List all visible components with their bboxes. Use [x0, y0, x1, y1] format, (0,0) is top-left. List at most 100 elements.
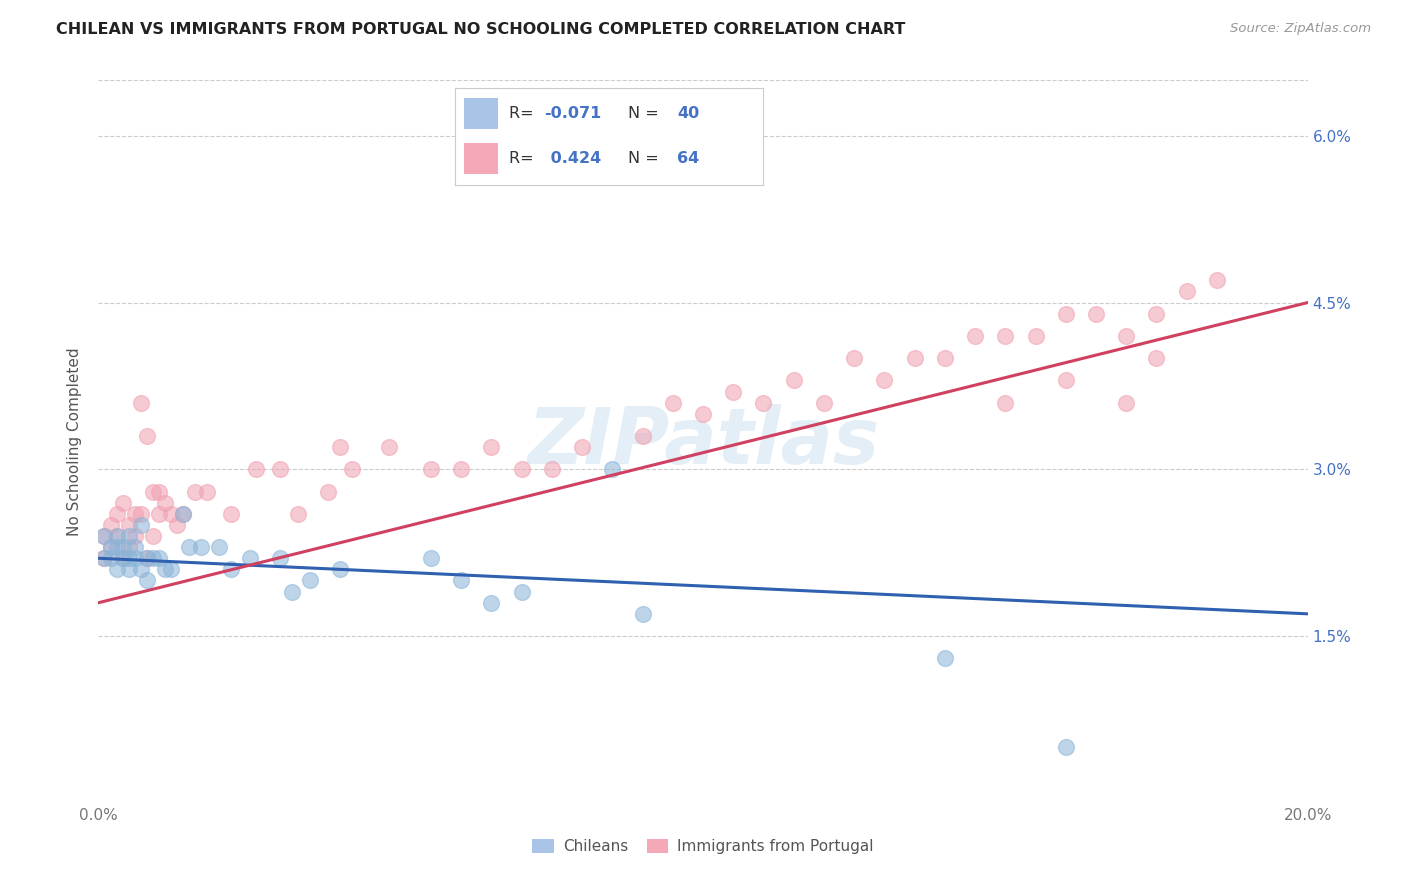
Point [994, 395, 1017, 409]
Point [994, 329, 1017, 343]
Point [813, 395, 835, 409]
Point [510, 462, 533, 476]
Point [1144, 307, 1167, 321]
Point [377, 440, 399, 454]
Point [342, 462, 364, 476]
Point [269, 462, 291, 476]
Point [844, 351, 866, 366]
Point [195, 484, 218, 499]
Point [100, 540, 122, 554]
Point [100, 540, 122, 554]
Point [631, 607, 654, 621]
Point [184, 484, 207, 499]
Point [129, 562, 152, 576]
Point [1144, 351, 1167, 366]
Point [510, 584, 533, 599]
Point [571, 440, 593, 454]
Point [135, 551, 157, 566]
Point [111, 540, 134, 554]
Point [124, 551, 146, 566]
Point [135, 551, 157, 566]
Point [281, 584, 304, 599]
Point [93, 529, 115, 543]
Point [239, 551, 262, 566]
Point [934, 651, 956, 665]
Point [934, 351, 956, 366]
Point [221, 507, 243, 521]
Point [172, 507, 194, 521]
Legend: Chileans, Immigrants from Portugal: Chileans, Immigrants from Portugal [526, 832, 880, 860]
Point [1206, 273, 1229, 287]
Point [1054, 740, 1077, 755]
Point [420, 462, 443, 476]
Point [602, 462, 624, 476]
Point [118, 562, 141, 576]
Point [118, 517, 141, 532]
Point [873, 373, 896, 387]
Point [329, 440, 352, 454]
Point [723, 384, 745, 399]
Text: Source: ZipAtlas.com: Source: ZipAtlas.com [1230, 22, 1371, 36]
Point [129, 395, 152, 409]
Point [153, 496, 176, 510]
Point [111, 496, 134, 510]
Y-axis label: No Schooling Completed: No Schooling Completed [67, 347, 83, 536]
Point [661, 395, 683, 409]
Point [105, 507, 128, 521]
Point [1115, 395, 1137, 409]
Point [124, 540, 146, 554]
Text: ZIPatlas: ZIPatlas [527, 403, 879, 480]
Point [124, 507, 146, 521]
Point [129, 517, 152, 532]
Point [105, 529, 128, 543]
Point [100, 551, 122, 566]
Point [118, 551, 141, 566]
Point [287, 507, 309, 521]
Point [135, 574, 157, 588]
Point [481, 440, 503, 454]
Point [93, 529, 115, 543]
Point [179, 540, 201, 554]
Point [148, 551, 170, 566]
Point [692, 407, 714, 421]
Point [160, 562, 183, 576]
Point [1054, 373, 1077, 387]
Point [105, 540, 128, 554]
Point [172, 507, 194, 521]
Point [135, 429, 157, 443]
Point [142, 551, 165, 566]
Point [190, 540, 212, 554]
Point [1024, 329, 1046, 343]
Point [245, 462, 267, 476]
Point [148, 507, 170, 521]
Point [1054, 307, 1077, 321]
Point [124, 529, 146, 543]
Point [118, 540, 141, 554]
Text: CHILEAN VS IMMIGRANTS FROM PORTUGAL NO SCHOOLING COMPLETED CORRELATION CHART: CHILEAN VS IMMIGRANTS FROM PORTUGAL NO S… [56, 22, 905, 37]
Point [540, 462, 562, 476]
Point [93, 551, 115, 566]
Point [142, 529, 165, 543]
Point [148, 484, 170, 499]
Point [153, 562, 176, 576]
Point [965, 329, 987, 343]
Point [450, 462, 472, 476]
Point [329, 562, 352, 576]
Point [299, 574, 322, 588]
Point [1115, 329, 1137, 343]
Point [752, 395, 775, 409]
Point [105, 529, 128, 543]
Point [420, 551, 443, 566]
Point [316, 484, 339, 499]
Point [1085, 307, 1108, 321]
Point [631, 429, 654, 443]
Point [100, 517, 122, 532]
Point [93, 551, 115, 566]
Point [783, 373, 806, 387]
Point [1175, 285, 1198, 299]
Point [904, 351, 927, 366]
Point [105, 562, 128, 576]
Point [111, 551, 134, 566]
Point [160, 507, 183, 521]
Point [481, 596, 503, 610]
